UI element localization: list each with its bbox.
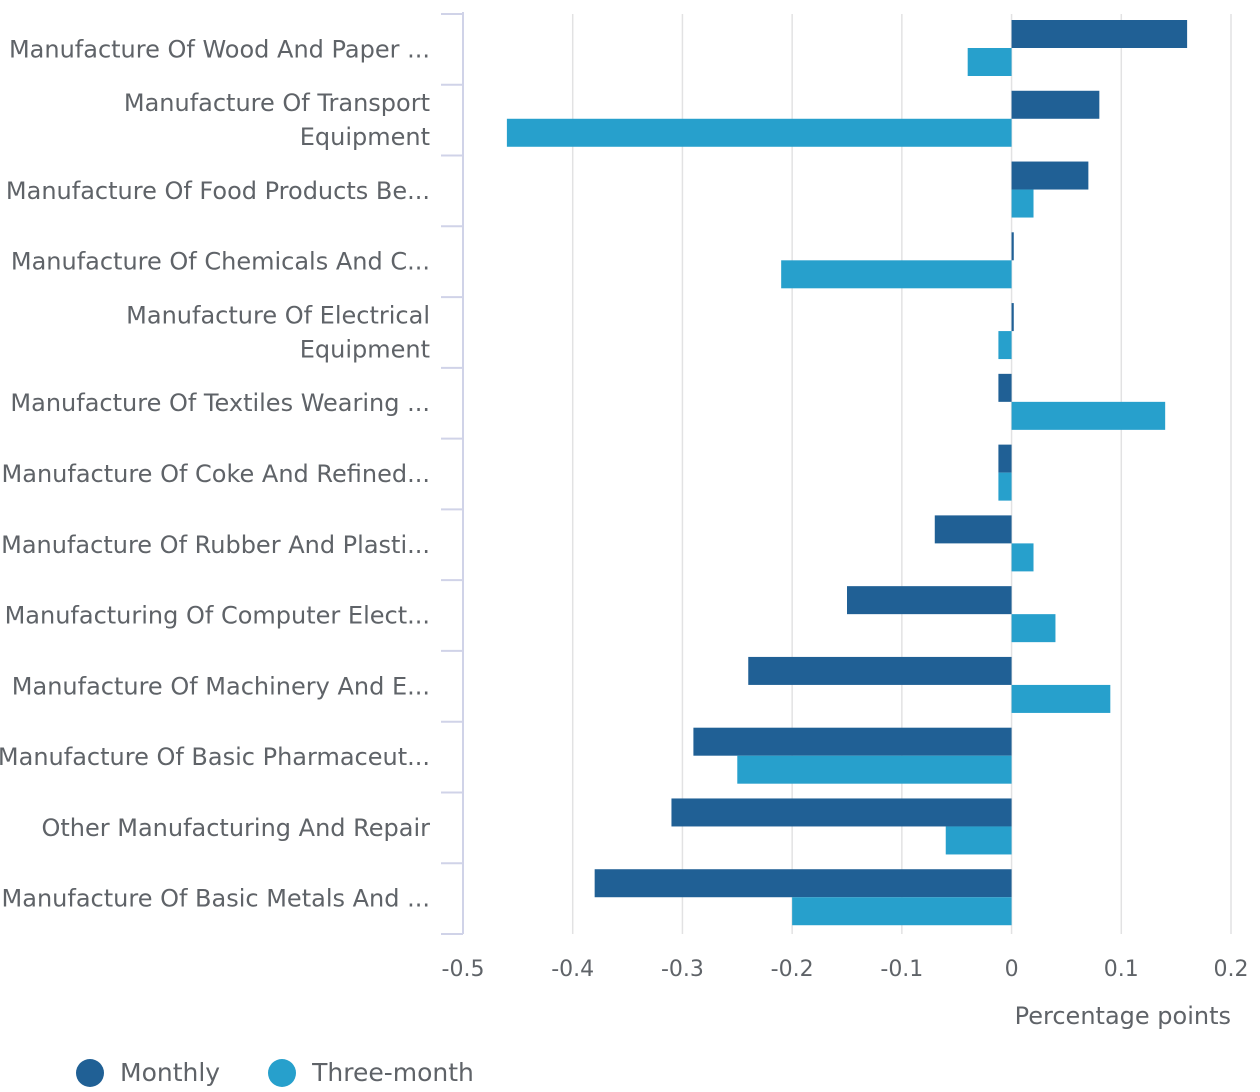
bar-three-month xyxy=(945,826,1012,855)
x-tick-label: -0.2 xyxy=(771,957,814,982)
bar-monthly xyxy=(1011,20,1188,48)
x-tick-label: -0.3 xyxy=(661,957,704,982)
category-label: Equipment xyxy=(300,123,430,151)
x-tick-label: -0.1 xyxy=(880,957,923,982)
bar-monthly xyxy=(1011,90,1100,119)
legend-swatch-three-month xyxy=(268,1058,297,1087)
legend-label-three-month: Three-month xyxy=(312,1058,474,1087)
category-label: Manufacture Of Wood And Paper ... xyxy=(9,35,430,63)
category-label: Manufacture Of Rubber And Plasti... xyxy=(1,531,430,559)
category-label: Manufacture Of Food Products Be... xyxy=(6,177,430,205)
bar-three-month xyxy=(1011,401,1166,430)
category-label: Manufacture Of Chemicals And C... xyxy=(11,248,430,276)
bar-monthly xyxy=(934,515,1012,544)
category-label: Manufacture Of Textiles Wearing ... xyxy=(10,389,430,417)
bar-monthly xyxy=(693,727,1012,756)
legend-item-monthly[interactable]: Monthly xyxy=(76,1058,220,1087)
bar-monthly xyxy=(998,444,1012,473)
category-label: Manufacture Of Basic Pharmaceut... xyxy=(0,743,430,771)
x-tick-label: 0.1 xyxy=(1104,957,1139,982)
bar-three-month xyxy=(781,260,1012,289)
bar-monthly xyxy=(1011,161,1089,190)
x-tick-label: 0.2 xyxy=(1214,957,1249,982)
bar-monthly xyxy=(671,798,1012,827)
category-label: Equipment xyxy=(300,335,430,363)
legend-item-three-month[interactable]: Three-month xyxy=(268,1058,474,1087)
bar-three-month xyxy=(1011,543,1034,572)
bar-monthly xyxy=(748,656,1012,685)
bar-three-month xyxy=(1011,684,1111,713)
bar-monthly xyxy=(1011,232,1014,261)
category-label: Other Manufacturing And Repair xyxy=(41,814,430,842)
bar-three-month xyxy=(998,472,1012,501)
bar-three-month xyxy=(1011,189,1034,218)
bar-three-month xyxy=(737,755,1012,784)
category-label: Manufacture Of Machinery And E... xyxy=(12,672,430,700)
bar-three-month xyxy=(506,118,1012,147)
category-label: Manufacture Of Transport xyxy=(124,89,430,117)
bar-three-month xyxy=(967,48,1012,76)
x-axis-title: Percentage points xyxy=(1015,1002,1231,1030)
bar-monthly xyxy=(594,869,1012,898)
bar-monthly xyxy=(998,373,1012,402)
bar-three-month xyxy=(1011,614,1056,643)
category-label: Manufacture Of Coke And Refined... xyxy=(2,460,430,488)
bar-monthly xyxy=(1011,303,1014,332)
category-label: Manufacturing Of Computer Elect... xyxy=(5,602,430,630)
legend-swatch-monthly xyxy=(76,1058,104,1087)
category-label: Manufacture Of Electrical xyxy=(126,301,430,329)
category-label: Manufacture Of Basic Metals And ... xyxy=(2,885,430,913)
bar-three-month xyxy=(792,897,1012,926)
x-tick-label: -0.4 xyxy=(551,957,594,982)
bar-three-month xyxy=(998,331,1012,360)
legend: Monthly Three-month xyxy=(76,1058,474,1087)
x-tick-label: -0.5 xyxy=(442,957,485,982)
legend-label-monthly: Monthly xyxy=(120,1058,221,1087)
bar-monthly xyxy=(847,586,1012,615)
x-tick-label: 0 xyxy=(1005,957,1019,982)
